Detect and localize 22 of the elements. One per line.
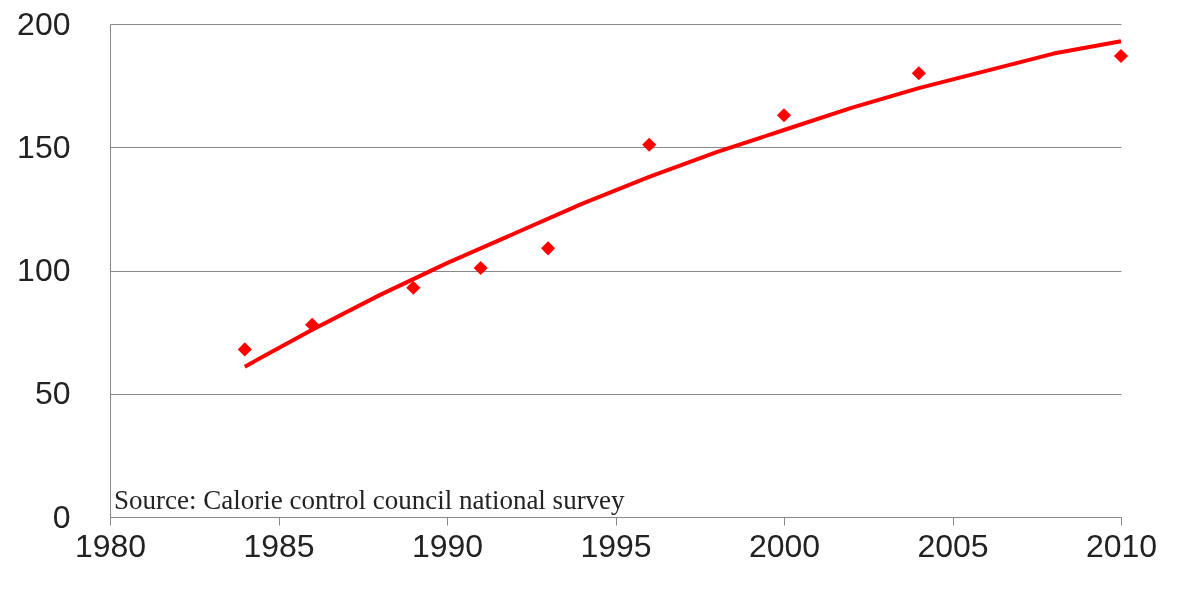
y-tick-label: 200 bbox=[17, 5, 71, 42]
point bbox=[1113, 48, 1129, 64]
annotation: Source: Calorie control council national survey bbox=[114, 485, 626, 515]
y-tick-label: 100 bbox=[17, 252, 71, 288]
x-tick-label: 1980 bbox=[74, 527, 147, 564]
point bbox=[473, 260, 488, 276]
point bbox=[642, 137, 657, 152]
x-tick-label: 1985 bbox=[243, 527, 315, 564]
y-tick-label: 50 bbox=[34, 375, 71, 412]
x-tick-label: 2005 bbox=[917, 527, 989, 564]
x-tick-label: 1990 bbox=[411, 527, 484, 564]
point bbox=[911, 66, 926, 81]
x-tick-label: 2000 bbox=[748, 527, 821, 564]
point bbox=[237, 342, 252, 357]
point bbox=[406, 280, 421, 295]
x-tick-label: 2010 bbox=[1085, 527, 1158, 564]
y-tick-label: 150 bbox=[17, 128, 71, 165]
x-tick-label: 1995 bbox=[580, 527, 652, 564]
line-series bbox=[242, 39, 1123, 369]
point bbox=[541, 241, 556, 256]
point bbox=[776, 108, 792, 123]
y-tick-label: 0 bbox=[52, 498, 71, 535]
